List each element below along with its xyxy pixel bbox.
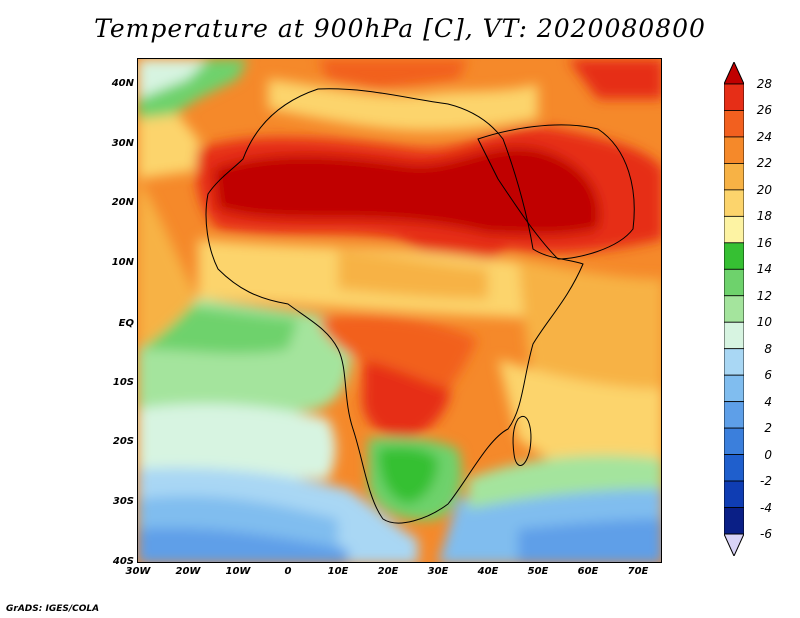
- colorbar-box: [724, 215, 744, 244]
- colorbar-label: 4: [764, 394, 772, 409]
- colorbar-label: 26: [756, 103, 772, 118]
- footer-credit: GrADS: IGES/COLA: [6, 604, 100, 614]
- colorbar-box: [724, 507, 744, 535]
- lon-label-60e: 60E: [577, 566, 599, 577]
- colorbar-box: [724, 427, 744, 455]
- colorbar-label: 6: [764, 368, 772, 383]
- madagascar-outline: [512, 416, 532, 466]
- temperature-field: [138, 59, 661, 562]
- colorbar-label: 14: [756, 262, 772, 277]
- colorbar-box: [724, 480, 744, 508]
- lon-label-50e: 50E: [527, 566, 549, 577]
- lon-label-30w: 30W: [125, 566, 151, 577]
- colorbar-box: [724, 242, 744, 270]
- colorbar-label: 12: [756, 288, 772, 303]
- colorbar-label: 2: [764, 421, 772, 436]
- colorbar-bottom-triangle: [724, 533, 744, 556]
- colorbar-box: [724, 189, 744, 217]
- lon-label-70e: 70E: [627, 566, 649, 577]
- colorbar: [724, 62, 744, 556]
- colorbar-label: 28: [756, 77, 772, 91]
- colorbar-box: [724, 110, 744, 138]
- arabia-outline: [477, 124, 635, 260]
- colorbar-label: -4: [760, 500, 772, 515]
- lon-label-40e: 40E: [477, 566, 499, 577]
- colorbar-box: [724, 348, 744, 376]
- colorbar-label: -2: [760, 474, 772, 489]
- lon-label-20e: 20E: [377, 566, 399, 577]
- map-title: Temperature at 900hPa [C], VT: 202008080…: [94, 14, 706, 43]
- colorbar-label: -6: [760, 527, 772, 541]
- lat-label-10n: 10N: [111, 257, 134, 268]
- colorbar-box: [724, 295, 744, 323]
- colorbar-box: [724, 374, 744, 403]
- colorbar-box: [724, 83, 744, 111]
- colorbar-label: 0: [764, 447, 772, 462]
- lat-label-30s: 30S: [112, 496, 134, 507]
- colorbar-top-triangle: [724, 62, 744, 85]
- colorbar-label: 10: [756, 315, 772, 330]
- lat-label-20n: 20N: [111, 197, 134, 208]
- lon-label-0: 0: [284, 566, 292, 577]
- lat-label-10s: 10S: [112, 377, 134, 388]
- lon-label-10e: 10E: [327, 566, 349, 577]
- lat-label-30n: 30N: [111, 138, 134, 149]
- temperature-map: [137, 58, 662, 563]
- colorbar-label: 20: [756, 182, 772, 197]
- temperature-bands: [138, 59, 661, 562]
- lat-label-40n: 40N: [111, 78, 134, 89]
- lon-label-20w: 20W: [175, 566, 201, 577]
- lat-label-eq: EQ: [118, 318, 134, 329]
- colorbar-box: [724, 136, 744, 164]
- colorbar-label: 18: [756, 209, 772, 224]
- colorbar-box: [724, 321, 744, 350]
- colorbar-label: 22: [756, 156, 772, 171]
- lon-label-10w: 10W: [225, 566, 251, 577]
- africa-outline: [205, 88, 584, 524]
- colorbar-label: 16: [756, 235, 772, 250]
- colorbar-box: [724, 268, 744, 297]
- colorbar-box: [724, 401, 744, 429]
- coastlines: [205, 88, 635, 524]
- lat-label-40s: 40S: [112, 556, 134, 567]
- colorbar-box: [724, 454, 744, 482]
- lon-label-30e: 30E: [427, 566, 449, 577]
- colorbar-label: 8: [764, 341, 772, 356]
- lat-label-20s: 20S: [112, 436, 134, 447]
- colorbar-box: [724, 163, 744, 191]
- colorbar-label: 24: [756, 129, 772, 144]
